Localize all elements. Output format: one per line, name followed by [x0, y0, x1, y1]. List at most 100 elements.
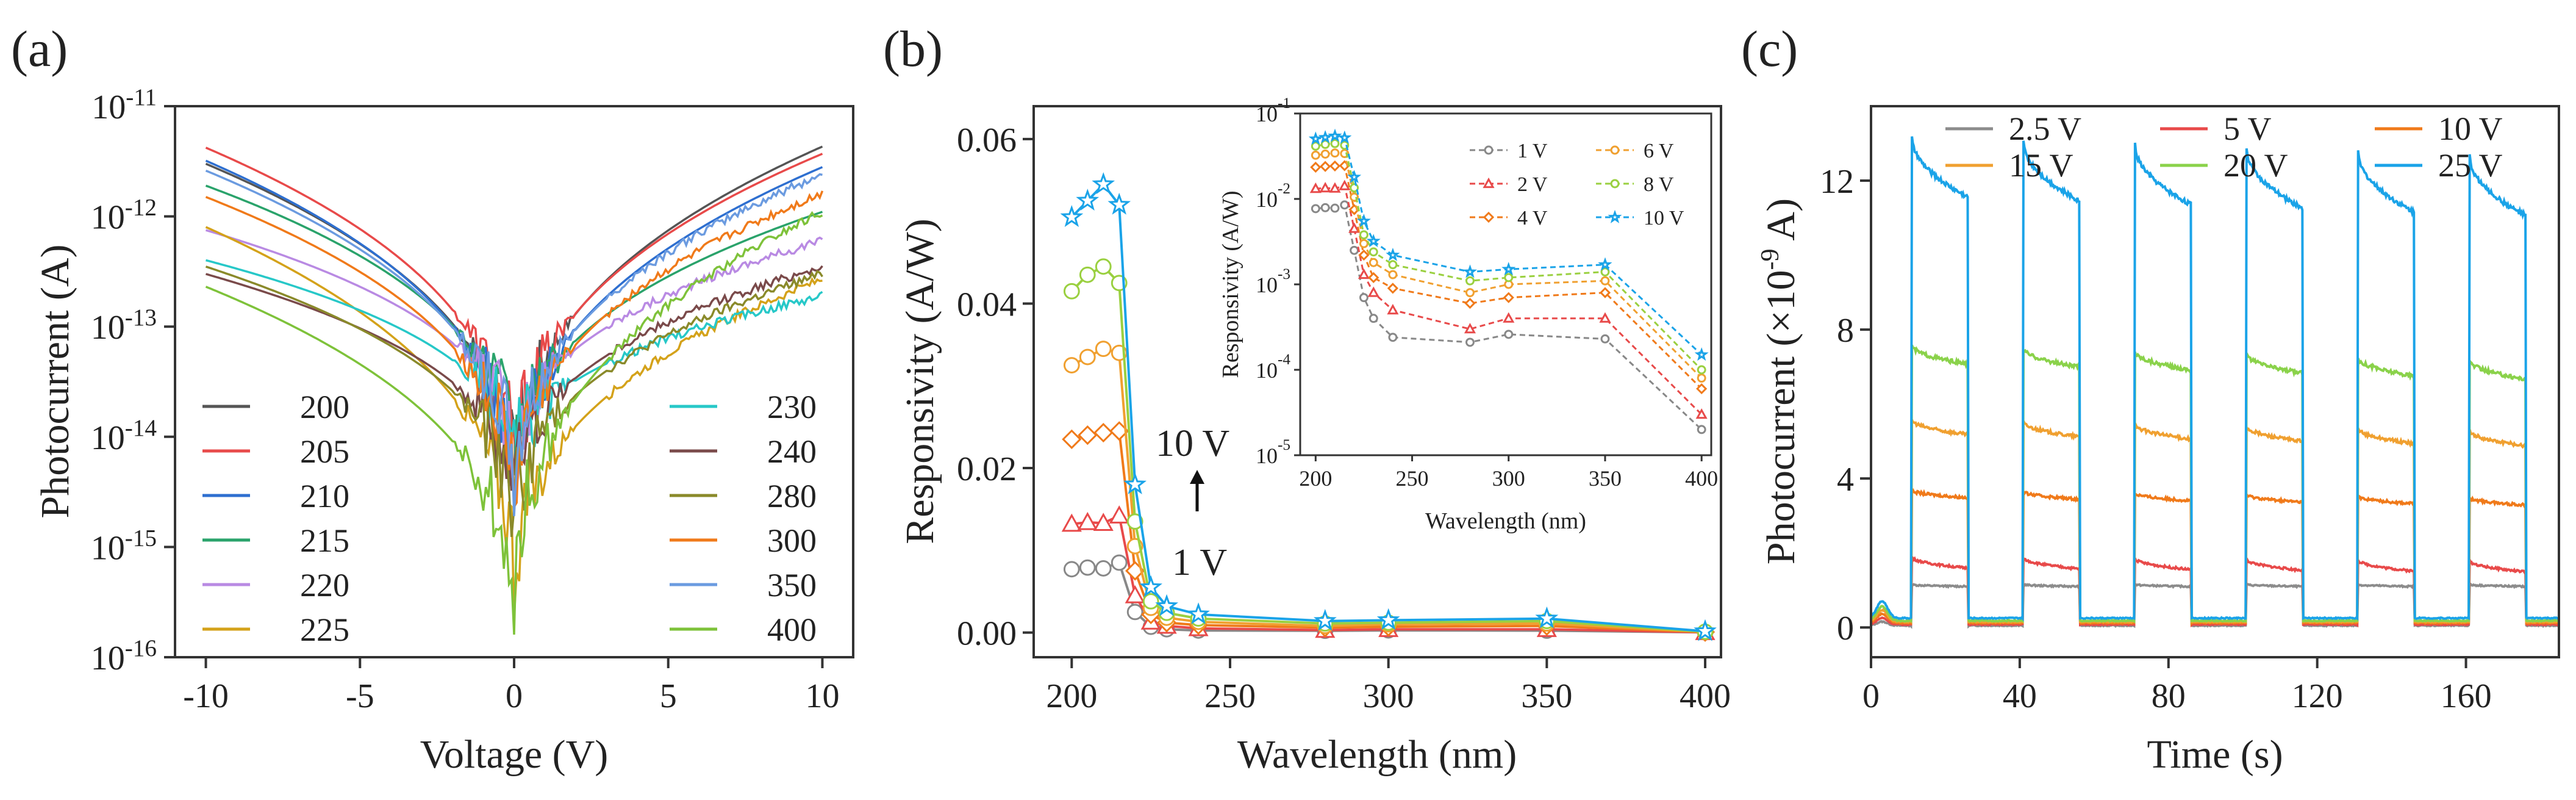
- panel-a-legend-label-240: 240: [767, 433, 817, 470]
- panel-b-inset-legend-label-1 V: 1 V: [1517, 140, 1548, 162]
- panel-b-point-8 V: [1079, 266, 1096, 283]
- panel-b-inset-point-6 V: [1368, 258, 1378, 267]
- panel-b-inset-point-8 V: [1504, 273, 1514, 283]
- panel-c-series-25 V: [1870, 136, 2560, 622]
- panel-a-x-tick-label: -5: [346, 677, 374, 715]
- panel-b-inset-legend-marker-8 V: [1610, 179, 1620, 189]
- panel-c-legend-label-15 V: 15 V: [2009, 147, 2073, 184]
- panel-b-inset-y-tick-label-base: 10: [1256, 358, 1278, 383]
- panel-b-inset-point-8 V: [1368, 247, 1378, 257]
- panel-b-inset-point-2 V: [1387, 304, 1399, 315]
- panel-b-inset-series-2 V: [1315, 184, 1703, 416]
- panel-a-legend-label-220: 220: [300, 567, 349, 604]
- panel-b-point-2 V: [1125, 585, 1145, 604]
- panel-c-legend-label-25 V: 25 V: [2438, 147, 2503, 184]
- panel-b-inset-point-10 V: [1356, 214, 1371, 228]
- panel-a-series-240: [206, 265, 823, 491]
- panel-a-y-tick-label-exp: -15: [125, 525, 157, 551]
- panel-b-inset-y-tick-label-exp: -5: [1278, 437, 1290, 453]
- panel-a-x-tick-label: -10: [183, 677, 229, 715]
- panel-b-inset-series-8 V: [1315, 142, 1703, 371]
- panel-a-series-210: [205, 159, 823, 476]
- panel-a-series-350: [205, 170, 823, 516]
- panel-b-inset-series-6 V: [1315, 152, 1703, 379]
- panel-b-annotation-high: 10 V: [1156, 423, 1229, 464]
- panel-a-series-230: [206, 259, 823, 452]
- panel-b-inset-point-10 V: [1328, 128, 1342, 142]
- panel-b-inset-y-tick-label-base: 10: [1256, 273, 1278, 297]
- panel-b-y-tick-label: 0.02: [957, 450, 1017, 488]
- panel-b-inset-point-6 V: [1697, 373, 1706, 383]
- panel-b-inset-point-4 V: [1696, 383, 1708, 395]
- panel-b-inset-point-8 V: [1600, 267, 1610, 276]
- panel-a-legend-label-230: 230: [767, 389, 817, 425]
- panel-b-inset-point-6 V: [1311, 150, 1320, 160]
- panel-c-series-15 V: [1870, 419, 2560, 624]
- panel-b-inset-legend-label-4 V: 4 V: [1517, 207, 1548, 229]
- panel-b-point-10 V: [1376, 608, 1400, 630]
- panel-b-inset-point-2 V: [1464, 323, 1476, 334]
- panel-b-inset-point-10 V: [1386, 248, 1400, 261]
- panel-b-inset-point-6 V: [1465, 288, 1475, 298]
- panel-c-x-tick-label: 160: [2441, 677, 2492, 715]
- panel-b-inset-point-1 V: [1340, 200, 1350, 210]
- panel-c-y-title-tail: A): [1759, 198, 1803, 249]
- panel-c-plot-frame: [1870, 105, 2560, 658]
- panel-b-inset-point-1 V: [1388, 333, 1398, 342]
- panel-b-inset-point-1 V: [1368, 314, 1378, 323]
- panel-b-point-2 V: [1077, 511, 1098, 530]
- panel-b-point-10 V: [1076, 189, 1100, 211]
- panel-b-inset-point-4 V: [1503, 292, 1514, 303]
- panel-b-inset-y-tick-label-base: 10: [1256, 102, 1278, 126]
- panel-b-inset-y-tick-label: 10-1: [1256, 95, 1290, 126]
- panel-a-legend-label-210: 210: [300, 478, 349, 514]
- panel-b-point-8 V: [1142, 593, 1159, 610]
- panel-a-y-tick-label: 10-13: [91, 305, 157, 347]
- panel-c-x-tick-label: 40: [2003, 677, 2037, 715]
- panel-a-y-tick-label: 10-14: [91, 415, 157, 457]
- panel-b-inset-point-10 V: [1598, 257, 1612, 271]
- panel-b-point-6 V: [1063, 357, 1080, 373]
- panel-b-inset-point-2 V: [1329, 182, 1341, 193]
- panel-b-inset-point-4 V: [1599, 287, 1611, 298]
- panel-b-inset-point-8 V: [1697, 365, 1706, 375]
- panel-a-y-tick-label: 10-11: [91, 84, 157, 126]
- panel-b-inset-point-4 V: [1320, 160, 1331, 172]
- panel-b-inset-point-4 V: [1464, 297, 1476, 309]
- panel-b-inset-point-2 V: [1319, 182, 1331, 193]
- panel-a-y-axis-title: Photocurrent (A): [33, 244, 77, 518]
- panel-b-inset-x-tick-label: 250: [1396, 466, 1429, 491]
- panel-b-inset-y-tick-label-base: 10: [1256, 187, 1278, 212]
- panel-b-point-10 V: [1187, 602, 1210, 625]
- panel-a-series-400: [205, 211, 823, 635]
- panel-b-inset-point-6 V: [1330, 148, 1340, 158]
- panel-b-inset-point-6 V: [1320, 150, 1330, 159]
- panel-a-legend-label-215: 215: [300, 522, 349, 559]
- panel-b-inset-point-2 V: [1367, 286, 1379, 297]
- panel-b-x-tick-label: 250: [1204, 677, 1256, 715]
- panel-a-legend-label-225: 225: [300, 611, 349, 648]
- panel-b-inset-x-tick-label: 400: [1685, 466, 1718, 491]
- panel-b-point-8 V: [1095, 258, 1112, 275]
- panel-b-x-tick-label: 200: [1046, 677, 1097, 715]
- panel-c-y-tick-label: 0: [1837, 610, 1854, 647]
- panel-b-inset-legend-label-2 V: 2 V: [1517, 173, 1548, 196]
- panel-a-chart: -10 -5 0 5 1010-1610-1510-1410-1310-1210-11 …: [33, 84, 854, 777]
- panel-b-point-10 V: [1060, 205, 1084, 228]
- panel-b-inset-x-tick-label: 300: [1492, 466, 1525, 491]
- panel-b-point-10 V: [1123, 472, 1147, 494]
- panel-b-inset-point-10 V: [1347, 170, 1362, 184]
- panel-a-y-tick-label: 10-15: [91, 525, 157, 567]
- panel-b-point-1 V: [1079, 559, 1096, 576]
- panel-b-x-tick-label: 300: [1363, 677, 1414, 715]
- panel-label-b: (b): [883, 21, 943, 77]
- panel-b-point-8 V: [1126, 513, 1143, 530]
- panel-b-inset-y-tick-label: 10-4: [1256, 351, 1290, 383]
- panel-a-y-tick-label-base: 10: [91, 640, 125, 677]
- panel-b-x-tick-label: 350: [1521, 677, 1572, 715]
- panel-b-inset-x-tick-label: 200: [1299, 466, 1332, 491]
- panel-b-point-1 V: [1126, 604, 1143, 621]
- panel-b-inset-point-6 V: [1600, 276, 1610, 286]
- panel-b-inset-point-8 V: [1388, 260, 1398, 270]
